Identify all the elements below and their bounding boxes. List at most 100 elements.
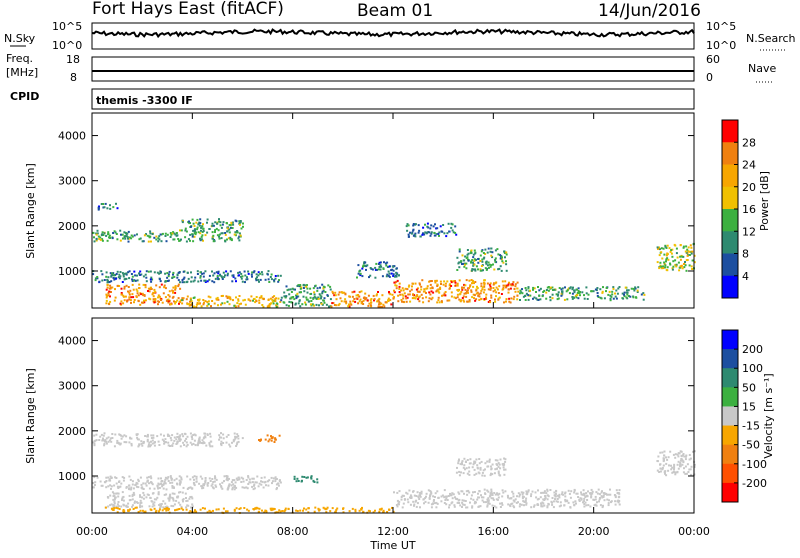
velocity-cell	[478, 490, 481, 492]
power-cell	[164, 280, 167, 283]
velocity-cell	[497, 465, 500, 468]
velocity-cell	[499, 458, 502, 461]
power-cell	[525, 289, 528, 292]
velocity-cell	[149, 444, 152, 447]
velocity-cell	[307, 507, 310, 510]
velocity-cell	[497, 470, 500, 473]
power-cell	[387, 274, 390, 277]
velocity-cell	[489, 465, 492, 468]
velocity-cell	[428, 497, 431, 500]
velocity-cell	[274, 438, 277, 441]
velocity-cell	[673, 467, 676, 470]
power-cell	[431, 296, 434, 299]
velocity-cell	[139, 502, 142, 504]
velocity-cell	[462, 472, 465, 475]
velocity-cell	[478, 496, 480, 499]
velocity-cell	[204, 481, 207, 484]
velocity-cell	[401, 494, 404, 497]
power-cell	[434, 281, 437, 284]
velocity-cell	[659, 470, 662, 473]
power-cell	[113, 274, 116, 277]
power-cell	[108, 290, 111, 293]
velocity-cell	[512, 505, 515, 508]
velocity-cell	[680, 455, 683, 458]
velocity-cell	[663, 450, 666, 453]
velocity-cell	[257, 510, 260, 513]
power-cell	[177, 285, 180, 288]
power-cell	[96, 276, 99, 278]
power-cell	[252, 298, 255, 300]
velocity-cell	[198, 438, 201, 441]
velocity-cell	[111, 437, 114, 439]
velocity-cell	[142, 497, 145, 500]
power-cell	[189, 233, 192, 236]
power-cell	[404, 295, 407, 298]
velocity-cell	[504, 458, 507, 461]
power-cell	[359, 274, 362, 277]
power-cell	[373, 299, 375, 302]
power-cell	[348, 303, 350, 306]
velocity-cell	[450, 494, 453, 497]
power-cell	[207, 300, 210, 303]
power-cell	[486, 282, 489, 285]
velocity-cell	[590, 495, 593, 498]
power-cell	[357, 264, 360, 267]
velocity-cell	[487, 497, 490, 500]
velocity-cell	[598, 498, 601, 501]
power-cell	[158, 238, 161, 241]
power-cell	[581, 291, 584, 294]
velocity-cell	[214, 476, 217, 479]
velocity-cell	[436, 490, 439, 493]
power-cell	[672, 265, 675, 268]
power-cell	[98, 205, 100, 208]
power-cell	[445, 235, 448, 238]
power-cell	[146, 234, 149, 237]
power-cell	[458, 279, 461, 282]
power-cell	[287, 304, 290, 307]
power-cell	[200, 226, 203, 229]
power-cell	[164, 287, 167, 290]
power-cell	[268, 281, 271, 283]
power-cell	[95, 232, 98, 235]
power-cell	[492, 287, 495, 289]
velocity-cell	[568, 492, 571, 495]
velocity-cell	[419, 495, 422, 498]
velocity-cell	[585, 495, 588, 498]
velocity-cell	[455, 471, 458, 474]
velocity-cell	[556, 494, 559, 497]
velocity-cell	[220, 444, 223, 447]
velocity-cell	[99, 435, 102, 438]
power-cell	[100, 203, 103, 205]
velocity-cell	[220, 436, 223, 439]
power-cell	[123, 287, 126, 290]
power-cell	[202, 272, 205, 275]
power-cell	[614, 292, 616, 295]
power-cell	[436, 227, 439, 230]
power-cell	[458, 293, 461, 296]
velocity-ylabel: Slant Range [km]	[24, 368, 37, 464]
velocity-cell	[260, 480, 262, 483]
velocity-cell	[487, 465, 490, 468]
velocity-cell	[175, 477, 178, 480]
power-cell	[467, 291, 469, 294]
colorbar-tick-label: 4	[742, 270, 749, 283]
velocity-cell	[663, 459, 665, 462]
power-cell	[465, 295, 468, 298]
velocity-cell	[549, 489, 552, 491]
velocity-cell	[575, 502, 577, 505]
velocity-cell	[209, 445, 212, 448]
power-cell	[136, 233, 138, 236]
velocity-cell	[594, 495, 597, 498]
power-cell	[438, 231, 441, 234]
power-cell	[690, 246, 693, 249]
velocity-cell	[179, 503, 182, 506]
power-cell	[169, 232, 172, 234]
power-cell	[216, 276, 219, 279]
velocity-cell	[672, 471, 675, 473]
power-cell	[106, 207, 109, 210]
power-cell	[499, 257, 502, 260]
power-cell	[116, 207, 119, 210]
power-cell	[105, 293, 108, 296]
velocity-cell	[278, 479, 281, 482]
power-cell	[407, 233, 410, 236]
